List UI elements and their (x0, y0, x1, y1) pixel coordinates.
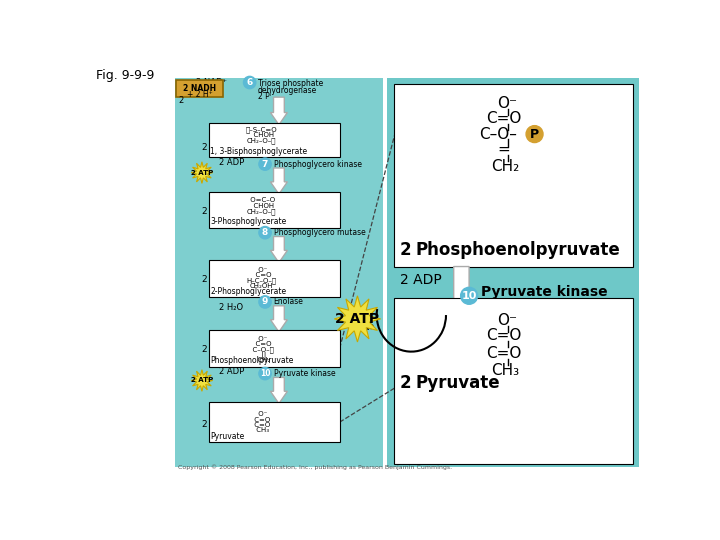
FancyBboxPatch shape (176, 80, 223, 97)
Text: 2-Phosphoglycerate: 2-Phosphoglycerate (210, 287, 287, 296)
Text: C=O: C=O (251, 341, 271, 347)
Text: 2: 2 (201, 345, 207, 354)
Text: Ⓟ–S–C=O: Ⓟ–S–C=O (246, 126, 277, 133)
Bar (209, 260, 340, 298)
Circle shape (259, 367, 271, 380)
Bar (209, 402, 340, 442)
Bar (387, 78, 639, 467)
Text: C=O: C=O (486, 111, 521, 126)
Text: 10: 10 (260, 369, 270, 378)
Text: dehydrogenase: dehydrogenase (258, 85, 318, 94)
Text: Pyruvate kinase: Pyruvate kinase (274, 369, 335, 378)
Text: 10: 10 (462, 291, 477, 301)
Text: 2 NADH: 2 NADH (183, 84, 216, 93)
Text: ||: || (256, 352, 266, 359)
Text: 8: 8 (262, 228, 268, 237)
Text: 2 ADP: 2 ADP (219, 158, 244, 167)
Text: 2 ADP: 2 ADP (400, 273, 441, 287)
Text: 2: 2 (201, 207, 207, 215)
Polygon shape (191, 370, 212, 392)
Polygon shape (271, 168, 287, 194)
Text: =: = (498, 142, 510, 157)
Text: 9: 9 (262, 298, 269, 307)
Bar (395, 298, 633, 464)
Text: C–O–: C–O– (480, 126, 517, 141)
Circle shape (461, 287, 477, 304)
Text: O⁻: O⁻ (256, 267, 267, 273)
Text: CH₂–O–Ⓟ: CH₂–O–Ⓟ (246, 137, 276, 144)
Text: CH₂: CH₂ (491, 159, 519, 174)
Text: 2 ATP: 2 ATP (336, 312, 379, 326)
Text: C=O: C=O (486, 328, 521, 343)
Text: O⁻: O⁻ (256, 411, 267, 417)
Polygon shape (271, 306, 287, 332)
Text: O⁻: O⁻ (498, 96, 518, 111)
Circle shape (259, 226, 271, 239)
Polygon shape (191, 162, 212, 184)
Bar (395, 84, 633, 267)
Circle shape (243, 76, 256, 89)
Text: 2: 2 (201, 275, 207, 284)
Text: 2 ADP: 2 ADP (219, 367, 244, 376)
Polygon shape (271, 97, 287, 125)
Text: 3-Phosphoglycerate: 3-Phosphoglycerate (210, 218, 287, 226)
Polygon shape (334, 296, 381, 342)
Text: CH₃: CH₃ (253, 428, 269, 434)
Text: 2 ATP: 2 ATP (191, 377, 213, 383)
Bar (209, 123, 340, 157)
Text: 2: 2 (201, 144, 207, 152)
Text: O⁻: O⁻ (256, 336, 267, 342)
Text: 2 H₂O: 2 H₂O (219, 303, 243, 313)
Text: Fig. 9-9-9: Fig. 9-9-9 (96, 69, 154, 82)
Text: C=O: C=O (252, 422, 270, 428)
Text: C=O: C=O (486, 346, 521, 361)
Text: Phosphoenolpyruvate: Phosphoenolpyruvate (210, 356, 294, 365)
Text: Pyruvate: Pyruvate (415, 374, 500, 392)
Text: 6: 6 (246, 78, 253, 87)
Text: 1, 3-Bisphosphoglycerate: 1, 3-Bisphosphoglycerate (210, 147, 307, 156)
Text: Pyruvate: Pyruvate (210, 431, 245, 441)
Text: CH₂OH: CH₂OH (249, 283, 273, 289)
Text: CHOH: CHOH (248, 202, 274, 208)
Text: 2 ATP: 2 ATP (191, 170, 213, 176)
Text: Phosphoenolpyruvate: Phosphoenolpyruvate (415, 241, 620, 259)
Text: 2: 2 (179, 96, 184, 105)
Text: P: P (530, 127, 539, 140)
Text: CH₂: CH₂ (253, 357, 270, 363)
Text: 7: 7 (262, 160, 269, 168)
Text: 2: 2 (201, 420, 207, 429)
Text: C–O–Ⓟ: C–O–Ⓟ (248, 347, 274, 353)
Circle shape (259, 158, 271, 170)
Text: H–C–O–Ⓟ: H–C–O–Ⓟ (246, 278, 276, 284)
Text: + 2 H⁺: + 2 H⁺ (186, 90, 212, 99)
Text: 2 NAD⁺: 2 NAD⁺ (196, 78, 227, 87)
Bar (209, 330, 340, 367)
Text: Enolase: Enolase (274, 298, 303, 307)
Polygon shape (449, 267, 474, 397)
Text: 2: 2 (400, 374, 411, 392)
Text: CH₂–O–Ⓟ: CH₂–O–Ⓟ (246, 208, 276, 214)
Text: CH₃: CH₃ (491, 363, 519, 378)
Circle shape (526, 126, 543, 143)
Polygon shape (271, 237, 287, 262)
Text: CHOH: CHOH (248, 132, 274, 138)
Text: Copyright © 2008 Pearson Education, Inc., publishing as Pearson Benjamin Cumming: Copyright © 2008 Pearson Education, Inc.… (178, 464, 452, 470)
Circle shape (259, 296, 271, 308)
Text: 2: 2 (400, 241, 411, 259)
Text: C=O: C=O (251, 272, 271, 278)
Bar (209, 192, 340, 228)
Text: O=C–O: O=C–O (248, 197, 275, 203)
Text: 2 Pᴵ: 2 Pᴵ (258, 92, 271, 101)
Text: Phosphoglycero mutase: Phosphoglycero mutase (274, 228, 365, 237)
Polygon shape (271, 377, 287, 403)
Text: O⁻: O⁻ (498, 313, 518, 328)
Bar (175, 78, 383, 467)
Text: Pyruvate kinase: Pyruvate kinase (481, 285, 607, 299)
Text: Triose phosphate: Triose phosphate (258, 79, 323, 89)
Text: Phosphoglycero kinase: Phosphoglycero kinase (274, 160, 361, 168)
Text: C=O: C=O (252, 417, 270, 423)
